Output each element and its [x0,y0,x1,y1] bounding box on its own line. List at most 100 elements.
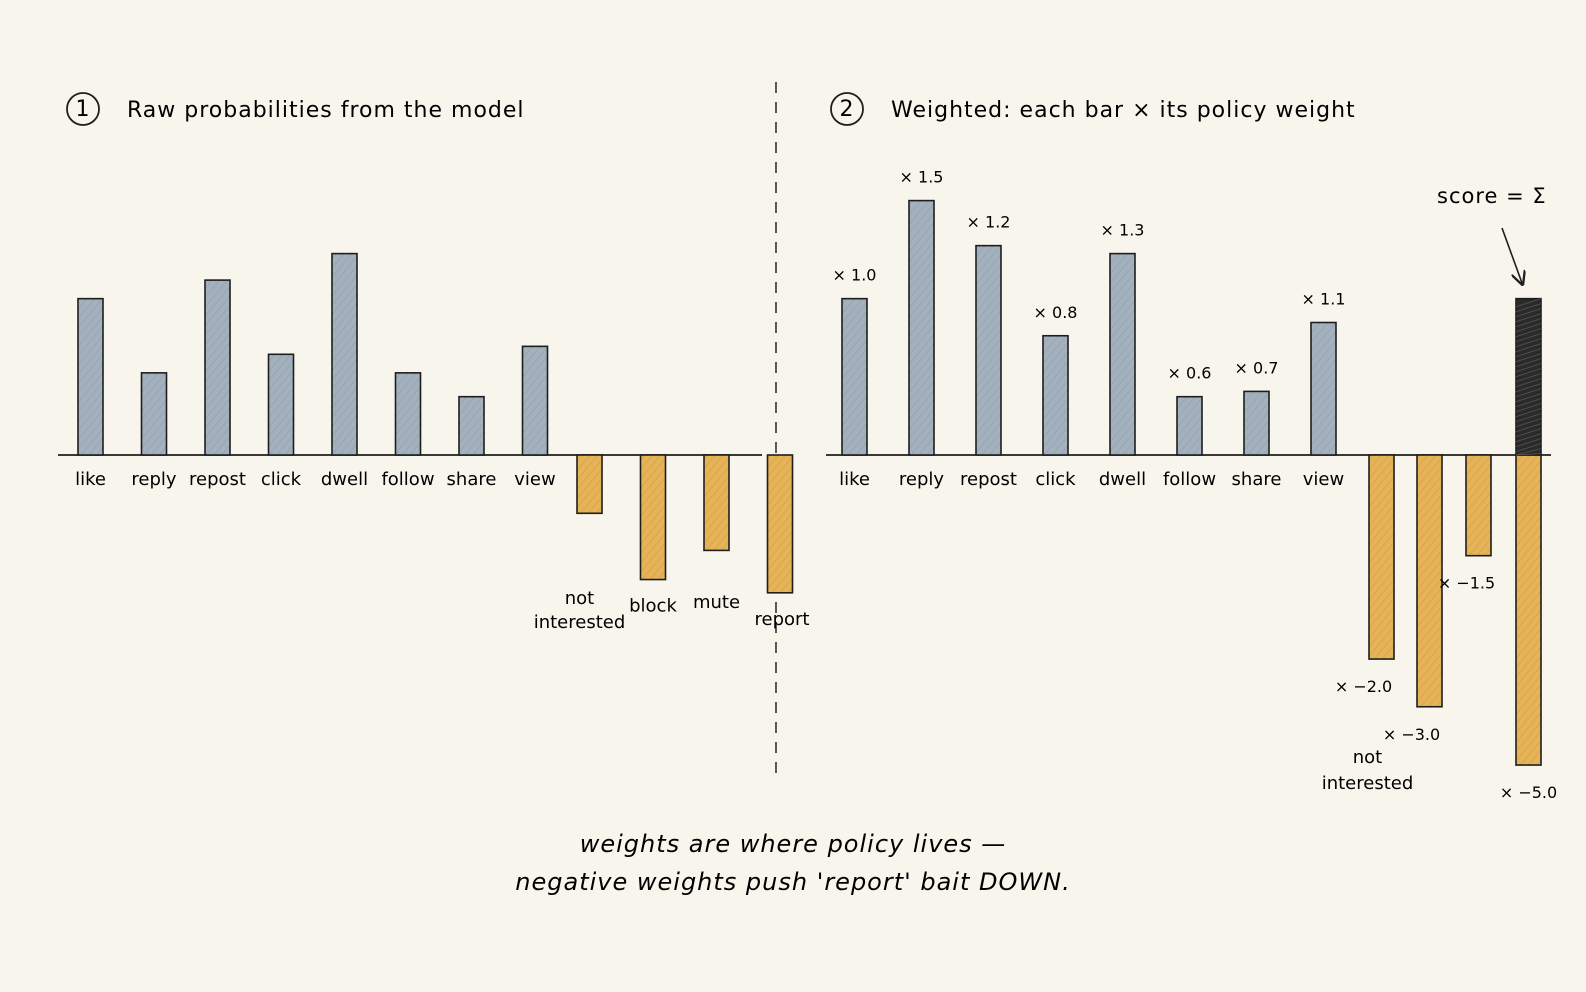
score-bar-hatch [1515,328,1542,338]
panel-1-bar-report [766,454,794,594]
panel-2-label-reply: reply [899,469,945,490]
panel-2-weight-neg-3: × −1.5 [1438,574,1495,593]
panel-2-label-not-interested-line-1: not [1353,747,1382,768]
panel-1-number: 1 [76,97,91,122]
panel-2-weight-not-interested: × −2.0 [1335,677,1392,696]
panel-2-title: Weighted: each bar × its policy weight [891,98,1356,123]
panel-1-label-view: view [514,469,555,490]
panel-2-bar-share [1243,390,1270,456]
panel-2-weight-dwell: × 1.3 [1101,221,1145,240]
panel-2-weight-like: × 1.0 [833,266,877,285]
caption-line-1: weights are where policy lives — [580,830,1007,858]
panel-2-label-repost: repost [960,469,1017,490]
panel-1-label-repost: repost [189,469,246,490]
panel-2-bar-reply [908,199,935,456]
score-bar-hatch [1515,303,1542,313]
panel-2-bar-view [1310,321,1337,456]
panel-1-label-follow: follow [381,469,434,490]
panel-2-bar-click [1042,334,1069,456]
panel-1-bar-dwell [331,252,358,456]
score-bar-hatch [1515,323,1542,333]
panel-2-bar-repost [975,244,1002,456]
panel-2-bar-follow [1176,395,1203,456]
panel-1-label-not-interested-line-1: not [565,588,594,609]
score-bar-hatch [1515,363,1542,373]
panel-2-bar-not-interested [1368,454,1395,660]
panel-1-label-report: report [755,609,810,630]
panel-1-bar-not-interested [576,454,603,515]
panel-1-label-block: block [629,596,677,617]
panel-2-bar-neg-3 [1465,454,1492,557]
score-bar-hatch [1515,308,1542,318]
panel-2-label-view: view [1303,469,1344,490]
score-bar-hatch [1515,388,1542,398]
panel-1-label-reply: reply [131,469,177,490]
score-bar-hatch [1515,418,1542,428]
panel-1-label-click: click [261,469,302,490]
panel-1-label-dwell: dwell [321,469,368,490]
score-bar-hatch [1515,358,1542,368]
score-bar-hatch [1515,448,1542,456]
score-bar-hatch [1515,398,1542,408]
panel-2-weight-reply: × 1.5 [900,168,944,187]
panel-2-weight-click: × 0.8 [1034,303,1078,322]
score-bar-hatch [1515,348,1542,358]
panel-2-weight-neg-4: × −5.0 [1500,783,1557,802]
score-bar-hatch [1515,353,1542,363]
panel-2-label-like: like [839,469,870,490]
panel-1-number-circle [66,92,100,126]
score-bar-hatch [1515,403,1542,413]
panel-1-header: 1 Raw probabilities from the model [66,92,525,126]
panel-1-label-not-interested-line-2: interested [534,612,626,633]
score-bar-hatch [1515,383,1542,393]
score-bar-hatch [1515,378,1542,388]
score-bar-hatch [1515,343,1542,353]
score-bar-hatch [1515,443,1542,453]
panel-1-title: Raw probabilities from the model [127,98,525,123]
panel-1-bar-view [521,345,549,456]
score-bar-hatch [1515,318,1542,328]
score-annotation: score = Σ [1437,184,1547,283]
panel-2-weight-follow: × 0.6 [1168,364,1212,383]
caption-line-2: negative weights push 'report' bait DOWN… [515,868,1070,896]
panel-2-number-circle [830,92,864,126]
score-label: score = Σ [1437,184,1547,208]
panel-1-label-share: share [447,469,497,490]
panel-2-bar-like [841,297,868,456]
panel-2-weight-view: × 1.1 [1302,290,1346,309]
panel-2-weight-share: × 0.7 [1235,358,1279,377]
score-bar-hatch [1515,298,1542,308]
score-bar-hatch [1515,393,1542,403]
panel-2-plot: like × 1.0 reply × 1.5 repost × 1.2 click × 0.8… [826,168,1557,802]
panel-1-label-like: like [75,469,106,490]
score-bar-hatch [1515,313,1542,323]
panel-1-bar-follow [394,372,422,456]
panel-2-bar-dwell [1109,252,1136,456]
panel-1-bar-reply [140,372,168,456]
score-arrow [1501,227,1522,283]
score-bar-hatch [1515,338,1542,348]
panel-1-bar-share [458,395,485,456]
panel-2-label-dwell: dwell [1099,469,1146,490]
score-bar-hatch [1515,438,1542,448]
panel-2-header: 2 Weighted: each bar × its policy weight [830,92,1356,126]
panel-2-number: 2 [840,97,855,122]
panel-1-bar-repost [204,279,231,456]
panel-2-score-bar [1515,297,1542,456]
score-bar-hatch [1515,453,1542,456]
panel-1-bar-click [267,353,295,456]
panel-1-bar-like [77,297,104,456]
score-bar-hatch [1515,408,1542,418]
panel-2-weight-repost: × 1.2 [967,213,1011,232]
panel-1-bar-mute [703,454,730,552]
panel-2-label-share: share [1232,469,1282,490]
panel-2-weight-neg-2: × −3.0 [1383,725,1440,744]
score-bar-hatch [1515,373,1542,383]
score-bar-hatch [1515,433,1542,443]
score-bar-hatch [1515,333,1542,343]
score-bar-hatch [1515,368,1542,378]
panel-2-bar-neg-4 [1515,454,1542,766]
panel-1-label-mute: mute [693,592,740,613]
